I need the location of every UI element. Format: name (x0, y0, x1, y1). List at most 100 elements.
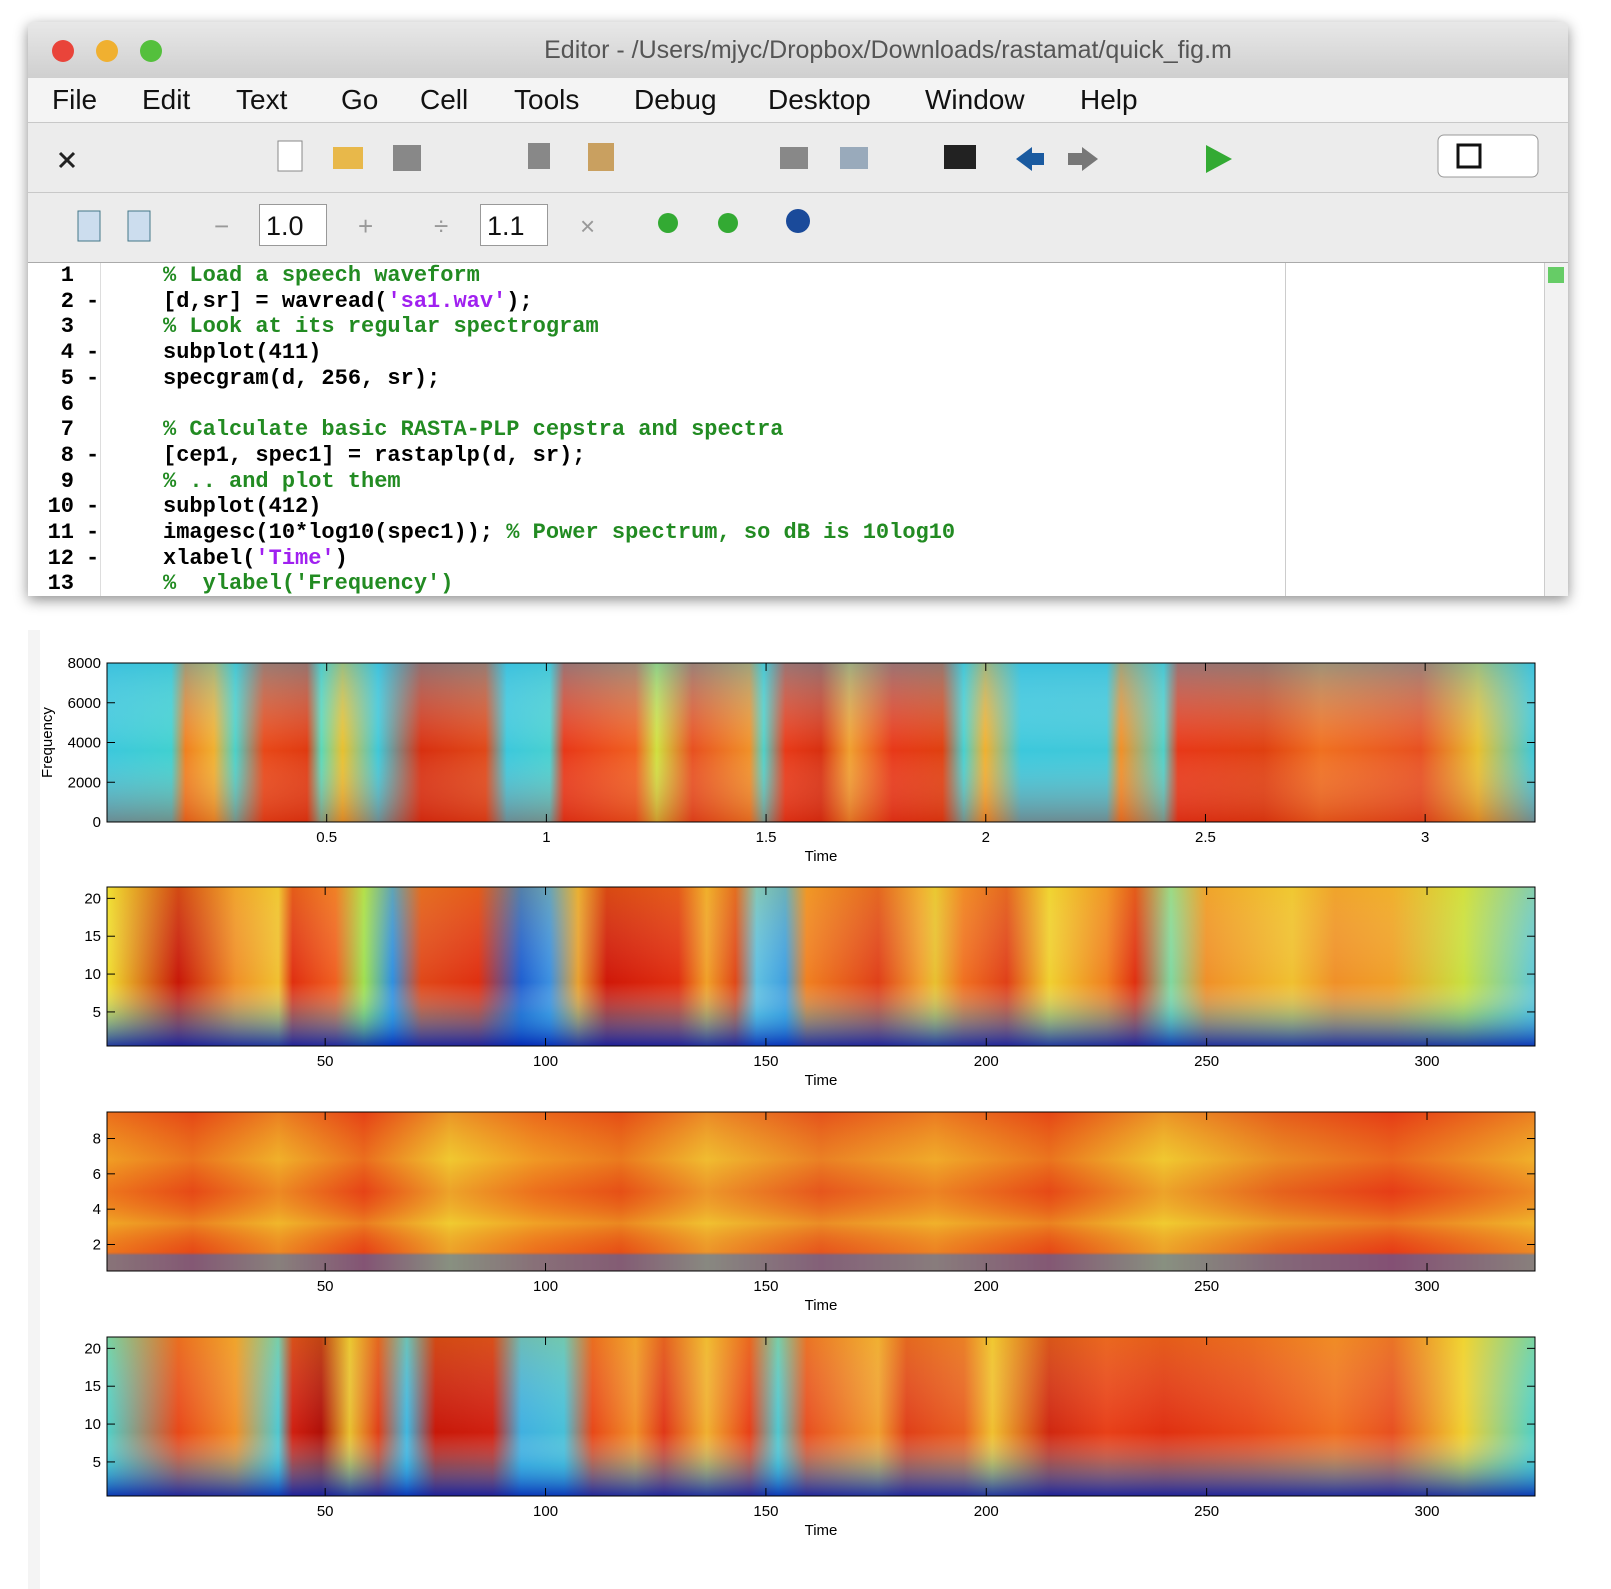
spectrogram-shading (107, 887, 1535, 1046)
x-tick-label: 200 (974, 1503, 999, 1520)
y-tick-label: 8000 (68, 655, 101, 672)
breakpoint-marker[interactable]: - (86, 443, 99, 468)
x-tick-label: 150 (753, 1278, 778, 1295)
x-tick-label: 100 (533, 1503, 558, 1520)
code-area: 1% Load a speech waveform2-[d,sr] = wavr… (28, 262, 1568, 596)
x-tick-label: 1.5 (756, 829, 777, 846)
code-token: % Calculate basic RASTA-PLP cepstra and … (163, 417, 784, 442)
code-token: % Power spectrum, so dB is 10log10 (506, 520, 955, 545)
x-tick-label: 100 (533, 1278, 558, 1295)
y-tick-label: 5 (93, 1454, 101, 1471)
line-number: 7 (34, 417, 74, 442)
scroll-strip (1544, 263, 1568, 596)
menu-item[interactable]: Desktop (768, 84, 871, 116)
code-line: subplot(411) (163, 340, 321, 365)
divide-button[interactable]: ÷ (434, 211, 448, 242)
x-tick-label: 2.5 (1195, 829, 1216, 846)
code-line: % Calculate basic RASTA-PLP cepstra and … (163, 417, 784, 442)
x-tick-label: 300 (1415, 1503, 1440, 1520)
x-tick-label: 3 (1421, 829, 1429, 846)
code-line: % Load a speech waveform (163, 263, 480, 288)
menu-item[interactable]: File (52, 84, 97, 116)
line-number: 1 (34, 263, 74, 288)
increment-button[interactable]: + (358, 211, 373, 242)
menu-item[interactable]: Cell (420, 84, 468, 116)
line-number: 2 (34, 289, 74, 314)
breakpoint-marker[interactable]: - (86, 289, 99, 314)
y-tick-label: 4 (93, 1201, 101, 1218)
menu-item[interactable]: Debug (634, 84, 717, 116)
increment-value[interactable]: 1.0 (259, 204, 327, 246)
code-line: % .. and plot them (163, 469, 401, 494)
breakpoint-marker[interactable]: - (86, 546, 99, 571)
line-number: 3 (34, 314, 74, 339)
divide-value[interactable]: 1.1 (480, 204, 548, 246)
x-tick-label: 150 (753, 1053, 778, 1070)
line-number: 4 (34, 340, 74, 365)
menu-item[interactable]: Text (236, 84, 287, 116)
code-token: ) (335, 546, 348, 571)
x-tick-label: 200 (974, 1053, 999, 1070)
code-token: % ylabel('Frequency') (163, 571, 453, 596)
code-token: subplot(412) (163, 494, 321, 519)
y-tick-label: 15 (84, 1378, 101, 1395)
code-token: imagesc(10*log10(spec1)); (163, 520, 506, 545)
x-tick-label: 1 (542, 829, 550, 846)
x-tick-label: 2 (982, 829, 990, 846)
line-number: 6 (34, 392, 74, 417)
menu-bar: File Edit Text Go Cell Tools Debug Desktop Windo… (28, 78, 1568, 123)
menu-item[interactable]: Edit (142, 84, 190, 116)
x-tick-label: 300 (1415, 1278, 1440, 1295)
breakpoint-marker[interactable]: - (86, 340, 99, 365)
menu-item[interactable]: Window (925, 84, 1025, 116)
y-tick-label: 20 (84, 1340, 101, 1357)
y-tick-label: 2 (93, 1237, 101, 1254)
code-token: % Look at its regular spectrogram (163, 314, 599, 339)
x-axis-label: Time (805, 1522, 838, 1539)
cell-toolbar: − 1.0 + ÷ 1.1 × (28, 193, 1568, 261)
code-token: subplot(411) (163, 340, 321, 365)
breakpoint-marker[interactable]: - (86, 494, 99, 519)
code-token: [cep1, spec1] = rastaplp(d, sr); (163, 443, 585, 468)
code-line: specgram(d, 256, sr); (163, 366, 440, 391)
line-number: 11 (34, 520, 74, 545)
code-token: 'Time' (255, 546, 334, 571)
page: Editor - /Users/mjyc/Dropbox/Downloads/r… (0, 0, 1611, 1589)
multiply-button[interactable]: × (580, 211, 595, 242)
x-axis-label: Time (805, 1072, 838, 1089)
toolbar (28, 123, 1568, 193)
code-line: [cep1, spec1] = rastaplp(d, sr); (163, 443, 585, 468)
cell-icons-right (638, 193, 878, 261)
line-number: 5 (34, 366, 74, 391)
y-tick-label: 6000 (68, 695, 101, 712)
x-axis-label: Time (805, 1297, 838, 1314)
breakpoint-marker[interactable]: - (86, 520, 99, 545)
y-tick-label: 15 (84, 928, 101, 945)
line-number: 12 (34, 546, 74, 571)
x-tick-label: 100 (533, 1053, 558, 1070)
right-margin (1285, 263, 1286, 596)
y-tick-label: 6 (93, 1166, 101, 1183)
y-tick-label: 0 (93, 814, 101, 831)
menu-item[interactable]: Go (341, 84, 378, 116)
cell-icons (28, 193, 228, 261)
menu-item[interactable]: Tools (514, 84, 579, 116)
line-number: 10 (34, 494, 74, 519)
x-tick-label: 300 (1415, 1053, 1440, 1070)
code-token: ); (506, 289, 532, 314)
breakpoint-marker[interactable]: - (86, 366, 99, 391)
line-number: 8 (34, 443, 74, 468)
code-line: xlabel('Time') (163, 546, 348, 571)
menu-item[interactable]: Help (1080, 84, 1138, 116)
code-token: specgram(d, 256, sr); (163, 366, 440, 391)
code-line: imagesc(10*log10(spec1)); % Power spectr… (163, 520, 955, 545)
code-token: xlabel( (163, 546, 255, 571)
code-token: 'sa1.wav' (387, 289, 506, 314)
decrement-button[interactable]: − (214, 211, 229, 242)
y-tick-label: 10 (84, 966, 101, 983)
y-tick-label: 10 (84, 1416, 101, 1433)
code-token: % Load a speech waveform (163, 263, 480, 288)
y-tick-label: 2000 (68, 774, 101, 791)
line-number: 9 (34, 469, 74, 494)
